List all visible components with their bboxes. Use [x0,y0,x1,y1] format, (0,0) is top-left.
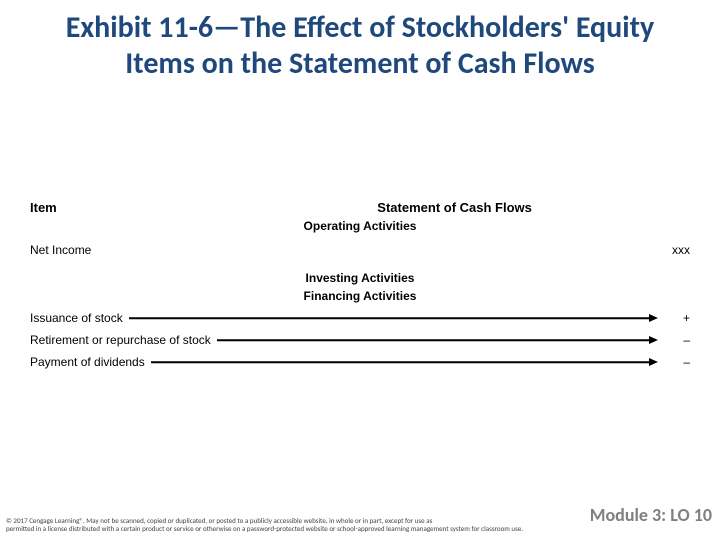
col-header-value [668,200,690,215]
table-row: Issuance of stock + [30,307,690,329]
slide-title: Exhibit 11-6—The Effect of Stockholders'… [0,0,720,82]
table-row: Retirement or repurchase of stock – [30,329,690,351]
row-label-issuance: Issuance of stock [30,311,123,325]
col-header-statement: Statement of Cash Flows [241,200,668,215]
row-label-net-income: Net Income [30,243,668,257]
table-row: Payment of dividends – [30,351,690,373]
row-label-dividends: Payment of dividends [30,355,145,369]
exhibit-table: Item Statement of Cash Flows Operating A… [30,200,690,373]
arrow-icon [129,307,662,329]
slide: Exhibit 11-6—The Effect of Stockholders'… [0,0,720,540]
row-value-issuance: + [668,311,690,325]
section-heading-investing: Investing Activities [30,271,690,285]
table-row: Net Income xxx [30,239,690,261]
footer: © 2017 Cengage Learning®. May not be sca… [6,517,714,535]
section-heading-operating: Operating Activities [30,219,690,233]
col-header-item: Item [30,200,241,215]
section-heading-financing: Financing Activities [30,289,690,303]
row-label-retirement: Retirement or repurchase of stock [30,333,211,347]
table-header-row: Item Statement of Cash Flows [30,200,690,215]
row-value-dividends: – [668,355,690,369]
row-value-retirement: – [668,333,690,347]
arrow-icon [217,329,662,351]
row-value-net-income: xxx [668,243,690,257]
copyright-line-2: permitted in a license distributed with … [6,525,714,534]
arrow-icon [151,351,662,373]
